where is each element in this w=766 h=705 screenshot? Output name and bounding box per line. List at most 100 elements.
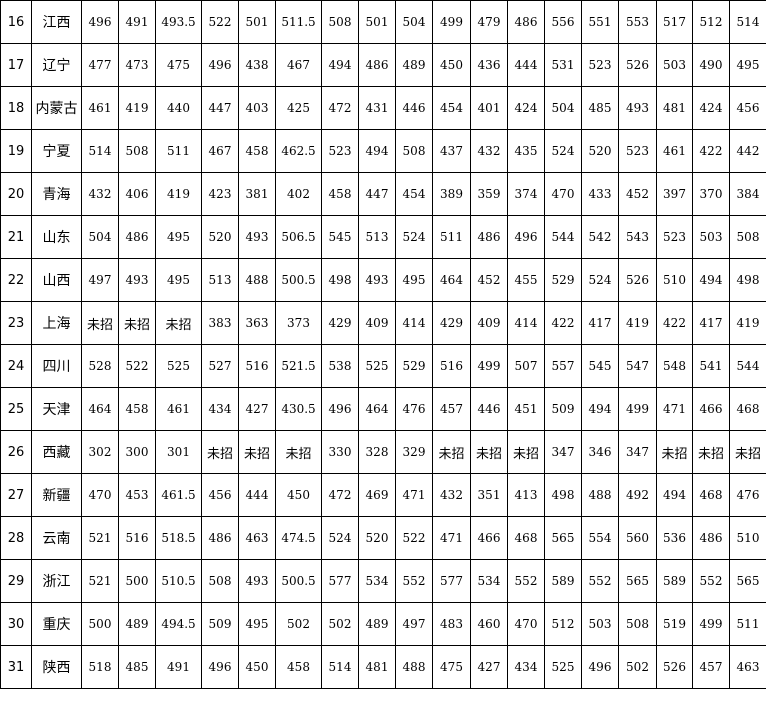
row-index: 31 xyxy=(0,645,32,689)
score-cell: 472 xyxy=(321,473,359,517)
score-cell: 565 xyxy=(544,516,582,560)
score-cell: 557 xyxy=(544,344,582,388)
score-cell: 469 xyxy=(358,473,396,517)
score-cell: 556 xyxy=(544,0,582,44)
score-cell: 499 xyxy=(618,387,657,431)
score-cell: 467 xyxy=(201,129,239,173)
score-cell: 未招 xyxy=(692,430,730,474)
score-cell: 552 xyxy=(581,559,619,603)
score-cell: 471 xyxy=(432,516,471,560)
score-cell: 548 xyxy=(656,344,693,388)
score-cell: 503 xyxy=(581,602,619,646)
score-cell: 374 xyxy=(507,172,545,216)
score-cell: 446 xyxy=(395,86,433,130)
score-cell: 486 xyxy=(201,516,239,560)
score-cell: 514 xyxy=(321,645,359,689)
score-cell: 496 xyxy=(81,0,119,44)
row-index: 18 xyxy=(0,86,32,130)
score-cell: 498 xyxy=(729,258,766,302)
score-cell: 489 xyxy=(118,602,156,646)
score-cell: 522 xyxy=(395,516,433,560)
score-cell: 534 xyxy=(470,559,508,603)
score-cell: 461 xyxy=(81,86,119,130)
score-cell: 577 xyxy=(321,559,359,603)
province-name: 青海 xyxy=(31,172,82,216)
table-row: 31 陕西 518 485 491 496 450 458 514 481 488 475 427 434… xyxy=(0,645,766,689)
score-cell: 457 xyxy=(432,387,471,431)
score-cell: 520 xyxy=(201,215,239,259)
score-cell: 493 xyxy=(358,258,396,302)
score-cell: 493 xyxy=(238,215,276,259)
row-index: 23 xyxy=(0,301,32,345)
score-cell: 470 xyxy=(544,172,582,216)
score-cell: 554 xyxy=(581,516,619,560)
score-cell: 461 xyxy=(155,387,202,431)
score-cell: 419 xyxy=(729,301,766,345)
score-cell: 511 xyxy=(155,129,202,173)
province-name: 江西 xyxy=(31,0,82,44)
score-cell: 500 xyxy=(81,602,119,646)
score-cell: 330 xyxy=(321,430,359,474)
score-cell: 499 xyxy=(692,602,730,646)
score-cell: 468 xyxy=(692,473,730,517)
score-cell: 486 xyxy=(507,0,545,44)
score-cell: 496 xyxy=(201,43,239,87)
score-cell: 511 xyxy=(432,215,471,259)
score-cell: 508 xyxy=(395,129,433,173)
score-cell: 529 xyxy=(395,344,433,388)
score-cell: 424 xyxy=(692,86,730,130)
score-cell: 463 xyxy=(238,516,276,560)
score-cell: 506.5 xyxy=(275,215,322,259)
score-cell: 543 xyxy=(618,215,657,259)
score-cell: 464 xyxy=(358,387,396,431)
score-cell: 544 xyxy=(729,344,766,388)
province-name: 浙江 xyxy=(31,559,82,603)
score-cell: 502 xyxy=(321,602,359,646)
score-cell: 494 xyxy=(656,473,693,517)
score-cell: 507 xyxy=(507,344,545,388)
score-cell: 524 xyxy=(544,129,582,173)
score-cell: 300 xyxy=(118,430,156,474)
score-cell: 527 xyxy=(201,344,239,388)
score-cell: 489 xyxy=(358,602,396,646)
table-row: 20 青海 432 406 419 423 381 402 458 447 454 389 359 374… xyxy=(0,172,766,216)
row-index: 16 xyxy=(0,0,32,44)
score-cell: 347 xyxy=(544,430,582,474)
score-cell: 406 xyxy=(118,172,156,216)
score-cell: 未招 xyxy=(81,301,119,345)
score-cell: 455 xyxy=(507,258,545,302)
score-cell: 510 xyxy=(656,258,693,302)
score-cell: 525 xyxy=(358,344,396,388)
score-cell: 未招 xyxy=(656,430,693,474)
score-table: 16 江西 496 491 493.5 522 501 511.5 508 501 504 499 47… xyxy=(0,0,766,689)
table-row: 19 宁夏 514 508 511 467 458 462.5 523 494 508 437 432 4… xyxy=(0,129,766,173)
score-cell: 516 xyxy=(118,516,156,560)
score-cell: 未招 xyxy=(507,430,545,474)
score-cell: 520 xyxy=(581,129,619,173)
score-cell: 452 xyxy=(618,172,657,216)
score-cell: 432 xyxy=(470,129,508,173)
score-cell: 526 xyxy=(618,43,657,87)
score-cell: 417 xyxy=(692,301,730,345)
score-cell: 522 xyxy=(201,0,239,44)
row-index: 20 xyxy=(0,172,32,216)
score-cell: 475 xyxy=(432,645,471,689)
score-cell: 451 xyxy=(507,387,545,431)
score-cell: 429 xyxy=(432,301,471,345)
score-cell: 363 xyxy=(238,301,276,345)
score-cell: 493 xyxy=(238,559,276,603)
score-cell: 447 xyxy=(358,172,396,216)
score-cell: 514 xyxy=(81,129,119,173)
score-cell: 462.5 xyxy=(275,129,322,173)
score-cell: 495 xyxy=(155,258,202,302)
score-cell: 493 xyxy=(618,86,657,130)
table-row: 17 辽宁 477 473 475 496 438 467 494 486 489 450 436 444… xyxy=(0,43,766,87)
score-cell: 450 xyxy=(432,43,471,87)
score-cell: 486 xyxy=(692,516,730,560)
table-row: 28 云南 521 516 518.5 486 463 474.5 524 520 522 471 46… xyxy=(0,516,766,560)
province-name: 辽宁 xyxy=(31,43,82,87)
score-cell: 538 xyxy=(321,344,359,388)
score-cell: 511.5 xyxy=(275,0,322,44)
score-cell: 454 xyxy=(395,172,433,216)
score-cell: 541 xyxy=(692,344,730,388)
